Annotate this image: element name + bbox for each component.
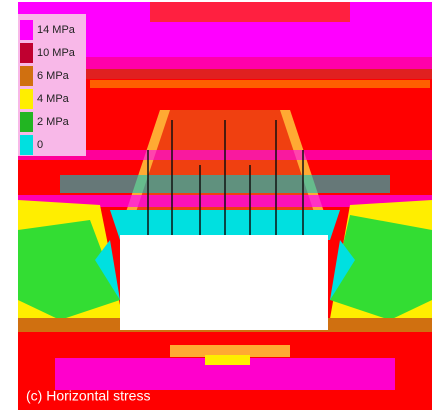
legend-label: 6 MPa (37, 70, 70, 82)
legend-swatch (20, 43, 33, 63)
legend-label: 0 (37, 139, 43, 151)
legend: 14 MPa 10 MPa 6 MPa 4 MPa 2 MPa 0 (18, 14, 86, 156)
legend-swatch (20, 66, 33, 86)
legend-label: 10 MPa (37, 47, 76, 59)
legend-label: 14 MPa (37, 24, 76, 36)
legend-swatch (20, 89, 33, 109)
band (90, 80, 430, 88)
caption: (c) Horizontal stress (26, 388, 150, 404)
bottom-patch (205, 355, 250, 365)
legend-swatch (20, 135, 33, 155)
legend-label: 4 MPa (37, 93, 70, 105)
stress-figure: 14 MPa 10 MPa 6 MPa 4 MPa 2 MPa 0 (c) Horizon… (0, 0, 446, 413)
page: {"legend": {"items": [ {"label": "14 MPa… (0, 0, 446, 413)
opening (120, 235, 328, 330)
legend-swatch (20, 112, 33, 132)
top-patch (150, 2, 350, 22)
legend-label: 2 MPa (37, 116, 70, 128)
legend-swatch (20, 20, 33, 40)
